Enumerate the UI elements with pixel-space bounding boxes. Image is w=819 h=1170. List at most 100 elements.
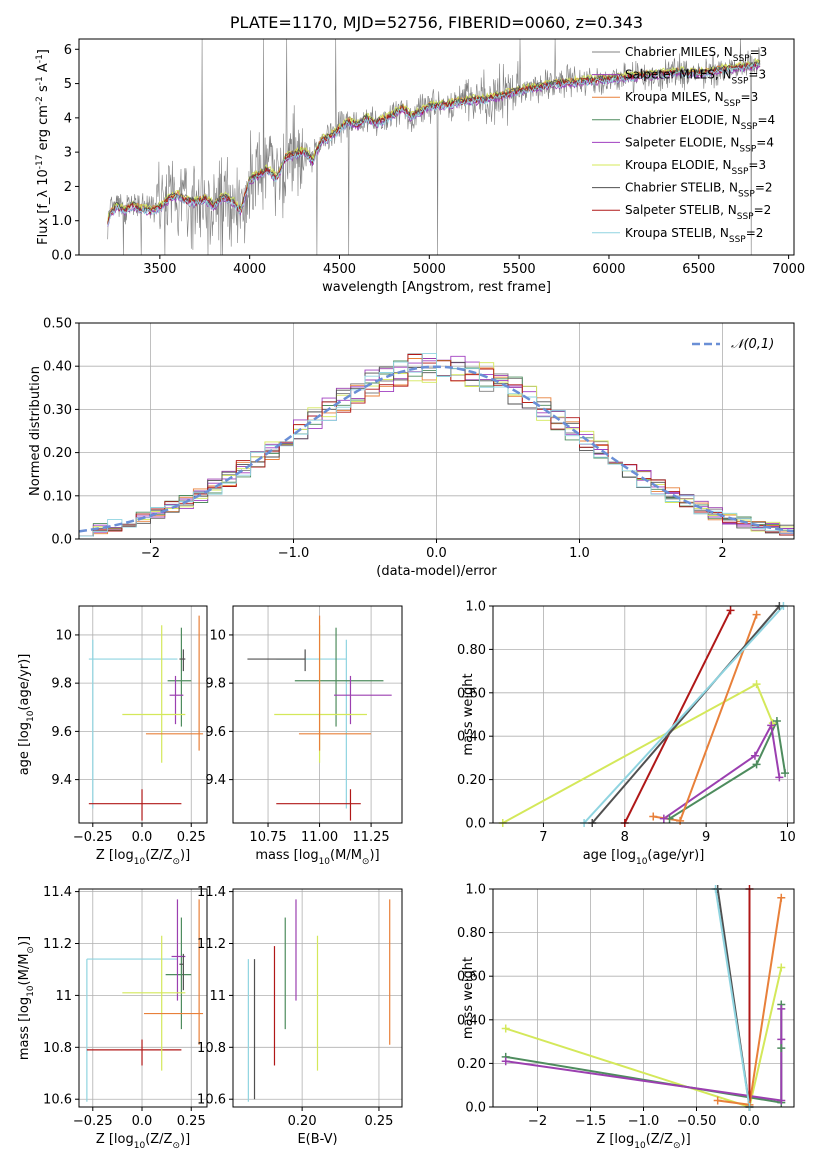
y-tick-label: 0.80 — [457, 926, 486, 941]
x-axis-label: Z [log10(Z/Z⊙)] — [96, 848, 190, 867]
x-tick-label: 0.0 — [132, 1114, 153, 1129]
legend-label: Salpeter ELODIE, NSSP=4 — [625, 135, 774, 154]
y-tick-label: 9.4 — [51, 773, 72, 788]
x-tick-label: 0.25 — [177, 1114, 206, 1129]
plus-marker — [777, 1096, 786, 1105]
y-tick-label: 0.20 — [457, 1057, 486, 1072]
x-tick-label: 5000 — [413, 262, 446, 277]
y-tick-label: 0.30 — [43, 403, 72, 418]
y-axis-label: Normed distribution — [28, 366, 43, 496]
residual-histogram — [79, 353, 794, 539]
y-tick-label: 0.40 — [43, 360, 72, 375]
x-tick-label: 10.75 — [249, 830, 286, 845]
axes-frame — [232, 605, 403, 824]
y-tick-label: 11.4 — [197, 885, 226, 900]
legend-label: Kroupa ELODIE, NSSP=3 — [625, 158, 766, 177]
y-tick-label: 11.2 — [43, 937, 72, 952]
x-tick-label: 6000 — [592, 262, 625, 277]
panel-8: −2 −1.5 −1.0 −0.50 0.0 0.0 0.20 0.40 0.60 0.80 1.0… — [457, 883, 795, 1151]
x-tick-label: 5500 — [503, 262, 536, 277]
plus-marker — [676, 816, 685, 825]
y-tick-label: 1.0 — [465, 600, 486, 615]
model-spectrum — [107, 62, 761, 226]
axes-frame — [78, 38, 795, 256]
y-tick-label: 0.80 — [457, 643, 486, 658]
x-tick-label: −1.0 — [278, 546, 310, 561]
x-tick-label: 4000 — [233, 262, 266, 277]
panel-3: −0.25 0.0 0.25 9.4 9.6 9.8 10 Z [log10(Z/Z⊙)] ag… — [17, 605, 208, 867]
y-tick-label: 2 — [64, 180, 72, 195]
x-tick-label: −0.50 — [677, 1114, 717, 1129]
plus-marker — [767, 721, 776, 730]
y-tick-label: 0.60 — [457, 686, 486, 701]
plot-area — [247, 615, 392, 821]
x-axis-label: Z [log10(Z/Z⊙)] — [596, 1132, 690, 1151]
x-axis-label: Z [log10(Z/Z⊙)] — [96, 1132, 190, 1151]
plot-area — [107, 39, 761, 255]
x-tick-label: 0.0 — [132, 830, 153, 845]
plus-marker — [772, 717, 781, 726]
plus-marker — [752, 680, 761, 689]
y-tick-label: 11.4 — [43, 885, 72, 900]
y-tick-label: 0.0 — [51, 249, 72, 264]
plus-marker — [659, 814, 668, 823]
legend-label: Chabrier MILES, NSSP=3 — [625, 45, 767, 64]
plot-area — [505, 889, 783, 1107]
normal-curve — [79, 365, 794, 533]
plot-area — [88, 615, 204, 821]
weight-line — [505, 967, 783, 1107]
weight-line — [505, 1008, 783, 1102]
x-tick-label: 0.20 — [288, 1114, 317, 1129]
plus-marker — [781, 769, 790, 778]
y-tick-label: 0.0 — [465, 817, 486, 832]
y-tick-label: 0.40 — [457, 1013, 486, 1028]
panel-6: −0.25 0.0 0.25 10.6 10.8 11 11.2 11.4 Z [log10(Z… — [17, 885, 208, 1151]
legend-label: Chabrier ELODIE, NSSP=4 — [625, 113, 775, 132]
y-tick-label: 0.20 — [457, 773, 486, 788]
x-tick-label: 9 — [702, 830, 710, 845]
weight-line — [714, 889, 751, 1107]
x-tick-label: 8 — [621, 830, 629, 845]
y-axis-label: mass weight — [461, 673, 476, 755]
y-tick-label: 1.0 — [465, 883, 486, 898]
plot-area — [86, 899, 204, 1102]
x-axis-label: (data-model)/error — [376, 564, 497, 579]
panel-5: 7 8 9 10 0.0 0.20 0.40 0.60 0.80 1.0 age [log10(ag… — [457, 600, 796, 868]
x-tick-label: 11.25 — [352, 830, 389, 845]
x-tick-label: 7000 — [772, 262, 805, 277]
y-tick-label: 9.6 — [205, 725, 226, 740]
y-axis-label: mass [log10(M/M⊙)] — [17, 936, 36, 1060]
weight-line — [668, 717, 787, 820]
x-tick-label: 0.25 — [364, 1114, 393, 1129]
panel-2: −2 −1.0 0.0 1.0 2 0.0 0.10 0.20 0.30 0.40 0.50 (dat… — [28, 317, 795, 579]
x-tick-label: 11.00 — [301, 830, 338, 845]
plus-marker — [501, 1057, 510, 1066]
x-tick-label: −2 — [141, 546, 160, 561]
x-tick-label: 4500 — [323, 262, 356, 277]
legend-label: Salpeter STELIB, NSSP=2 — [625, 203, 771, 222]
y-tick-label: 9.8 — [51, 677, 72, 692]
legend-label: Salpeter MILES, NSSP=3 — [625, 68, 766, 87]
plot-area — [247, 899, 391, 1102]
plus-marker — [501, 1024, 510, 1033]
weight-line — [663, 722, 781, 820]
x-tick-label: 0.25 — [177, 830, 206, 845]
plus-marker — [777, 963, 786, 972]
x-axis-label: age [log10(age/yr)] — [583, 848, 705, 867]
weight-line — [591, 606, 781, 823]
y-tick-label: 0.60 — [457, 970, 486, 985]
y-tick-label: 4 — [64, 111, 72, 126]
model-spectrum — [107, 57, 761, 222]
y-tick-label: 9.4 — [205, 773, 226, 788]
x-tick-label: 10 — [779, 830, 796, 845]
y-tick-label: 0.10 — [43, 489, 72, 504]
axes-frame — [492, 888, 795, 1108]
y-tick-label: 11.2 — [197, 937, 226, 952]
x-tick-label: 0.0 — [426, 546, 447, 561]
plus-marker — [752, 760, 761, 769]
axes-frame — [492, 605, 795, 824]
panel-7: 0.20 0.25 10.6 10.8 11 11.2 11.4 E(B-V) — [197, 885, 403, 1147]
x-tick-label: 6500 — [682, 262, 715, 277]
y-tick-label: 10 — [209, 628, 226, 643]
